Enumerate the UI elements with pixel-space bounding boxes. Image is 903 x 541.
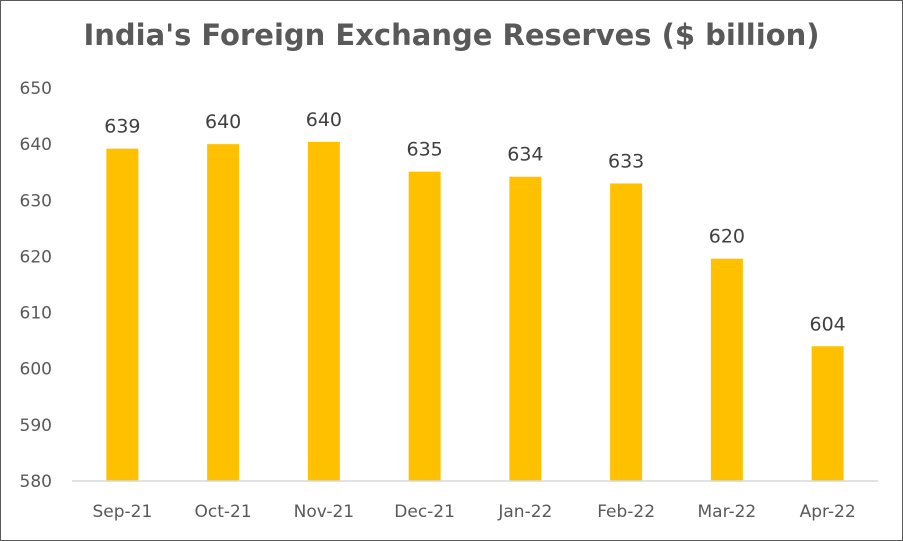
bar-feb-22 xyxy=(610,183,643,481)
data-label: 633 xyxy=(608,150,644,172)
x-tick-label: Dec-21 xyxy=(394,502,455,522)
bars xyxy=(106,141,844,482)
bar-sep-21 xyxy=(106,148,139,482)
bar-jan-22 xyxy=(509,176,542,481)
bar-oct-21 xyxy=(207,144,240,481)
data-labels: 639 640 640 635 634 633 620 604 xyxy=(104,109,846,335)
data-label: 640 xyxy=(306,109,342,131)
y-axis-ticks: 580 590 600 610 620 630 640 650 xyxy=(20,79,52,492)
y-tick-label: 580 xyxy=(20,472,52,492)
x-tick-label: Jan-22 xyxy=(497,502,552,522)
x-tick-label: Nov-21 xyxy=(294,502,355,522)
y-tick-label: 590 xyxy=(20,416,52,436)
y-tick-label: 650 xyxy=(20,79,52,99)
bar-mar-22 xyxy=(710,258,743,481)
data-label: 635 xyxy=(406,139,442,161)
bar-dec-21 xyxy=(408,171,441,481)
x-axis-ticks: Sep-21 Oct-21 Nov-21 Dec-21 Jan-22 Feb-22 Mar-… xyxy=(92,502,855,522)
data-label: 639 xyxy=(104,116,140,138)
y-tick-label: 600 xyxy=(20,360,52,380)
data-label: 634 xyxy=(507,144,543,166)
chart-title: India's Foreign Exchange Reserves ($ bil… xyxy=(83,18,820,52)
bar-apr-22 xyxy=(811,346,844,481)
bar-nov-21 xyxy=(307,141,340,481)
data-label: 604 xyxy=(809,313,845,335)
y-tick-label: 630 xyxy=(20,191,52,211)
x-tick-label: Mar-22 xyxy=(697,502,756,522)
x-tick-label: Sep-21 xyxy=(92,502,152,522)
data-label: 620 xyxy=(709,226,745,248)
data-label: 640 xyxy=(205,111,241,133)
x-tick-label: Feb-22 xyxy=(597,502,655,522)
y-tick-label: 610 xyxy=(20,304,52,324)
y-tick-label: 640 xyxy=(20,135,52,155)
x-tick-label: Oct-21 xyxy=(195,502,252,522)
x-tick-label: Apr-22 xyxy=(800,502,856,522)
y-tick-label: 620 xyxy=(20,247,52,267)
